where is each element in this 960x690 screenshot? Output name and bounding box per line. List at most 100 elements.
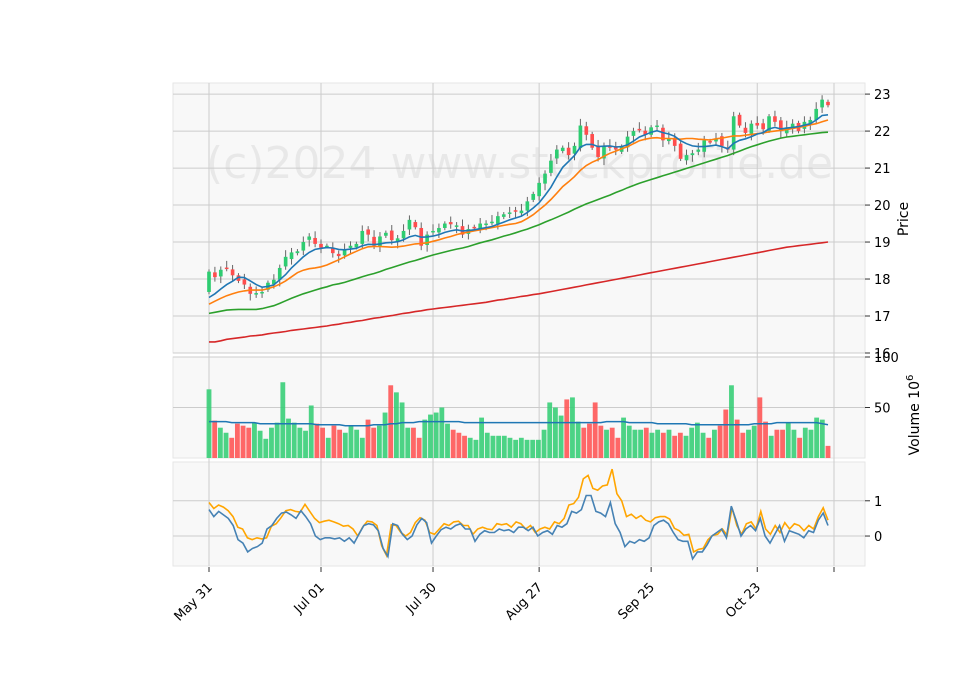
- volume-bar: [706, 437, 712, 458]
- volume-bar: [246, 427, 252, 458]
- candle-body: [637, 128, 642, 131]
- candle-body: [549, 160, 553, 173]
- candle-body: [472, 226, 477, 229]
- volume-bar: [388, 385, 394, 458]
- candle-body: [442, 223, 447, 228]
- volume-bar: [393, 392, 399, 458]
- volume-bar: [819, 419, 825, 458]
- candle-body: [820, 99, 824, 108]
- volume-bar: [785, 422, 791, 458]
- candle-body: [543, 173, 547, 184]
- volume-bar: [445, 423, 450, 458]
- volume-bar: [240, 425, 246, 458]
- x-tick-label: Aug 27: [503, 580, 546, 623]
- candle-body: [554, 149, 559, 159]
- candle-body: [826, 101, 830, 106]
- volume-bar: [649, 432, 655, 458]
- ema-slow-line: [208, 131, 829, 315]
- candle-body: [319, 243, 323, 248]
- price-tick-label: 22: [874, 125, 891, 140]
- volume-bar: [729, 385, 734, 458]
- volume-bar: [814, 417, 820, 458]
- candle-body: [643, 130, 648, 135]
- x-tick-label: Oct 23: [723, 580, 764, 621]
- candle-body: [531, 193, 536, 200]
- volume-bar: [541, 429, 547, 458]
- volume-bar: [524, 439, 530, 458]
- volume-bar: [217, 427, 223, 458]
- volume-bar: [615, 437, 621, 458]
- price-tick-label: 16: [874, 347, 891, 362]
- candle-body: [696, 149, 701, 152]
- candle-body: [672, 137, 677, 146]
- candle-body: [496, 216, 500, 224]
- volume-bar: [490, 435, 496, 458]
- volume-bar: [587, 423, 592, 458]
- candle-body: [755, 122, 760, 126]
- volume-bar: [308, 405, 314, 458]
- candle-body: [560, 147, 565, 152]
- volume-bar: [325, 437, 331, 458]
- volume-bar: [530, 439, 536, 458]
- volume-bar: [257, 430, 263, 458]
- candle-body: [584, 126, 589, 135]
- volume-bar: [535, 439, 541, 458]
- candle-body: [661, 127, 665, 141]
- candle-body: [596, 145, 600, 157]
- candle-body: [207, 271, 211, 292]
- candle-body: [507, 212, 512, 214]
- candle-body: [437, 227, 441, 233]
- volume-bar: [467, 437, 473, 458]
- volume-bar: [411, 427, 416, 458]
- candle-body: [690, 153, 695, 156]
- candle-body: [224, 267, 229, 270]
- x-tick-label: May 31: [172, 580, 216, 624]
- volume-bar: [712, 429, 717, 458]
- candle-body: [519, 210, 524, 214]
- candle-body: [325, 245, 329, 248]
- volume-bar: [501, 435, 507, 458]
- volume-bar: [604, 429, 609, 458]
- volume-bar: [632, 429, 638, 458]
- candle-body: [372, 236, 376, 246]
- candle-body: [213, 272, 217, 278]
- candle-body: [425, 234, 429, 245]
- volume-bar: [269, 427, 274, 458]
- candle-body: [301, 242, 306, 251]
- price-tick-label: 20: [874, 199, 891, 214]
- volume-bar: [802, 427, 808, 458]
- volume-bar: [223, 432, 229, 458]
- volume-bar: [286, 418, 291, 458]
- candle-body: [749, 123, 754, 134]
- candle-body: [242, 279, 247, 285]
- volume-bar: [740, 432, 746, 458]
- volume-bar: [314, 423, 320, 458]
- candle-body: [384, 232, 388, 236]
- candle-body: [378, 236, 382, 247]
- volume-tick-label: 50: [874, 402, 891, 417]
- volume-bar: [552, 407, 558, 458]
- candle-body: [790, 123, 795, 129]
- volume-bar: [592, 402, 598, 458]
- volume-bar: [234, 423, 240, 458]
- price-tick-label: 19: [874, 236, 891, 251]
- candle-body: [572, 145, 577, 154]
- volume-bar: [303, 430, 308, 458]
- candle-body: [277, 267, 282, 280]
- candle-body: [720, 136, 724, 146]
- candle-body: [218, 269, 223, 277]
- candle-body: [714, 138, 718, 142]
- candle-body: [336, 253, 341, 257]
- volume-bar: [337, 429, 343, 458]
- candle-body: [737, 114, 742, 126]
- candle-body: [360, 230, 365, 244]
- candle-body: [767, 116, 771, 131]
- candle-body: [678, 143, 683, 159]
- volume-bar: [683, 435, 689, 458]
- volume-bar: [757, 397, 763, 458]
- candle-body: [313, 237, 317, 244]
- candle-body: [283, 256, 288, 267]
- candle-body: [743, 127, 748, 133]
- candle-body: [342, 250, 347, 256]
- candle-body: [448, 222, 453, 225]
